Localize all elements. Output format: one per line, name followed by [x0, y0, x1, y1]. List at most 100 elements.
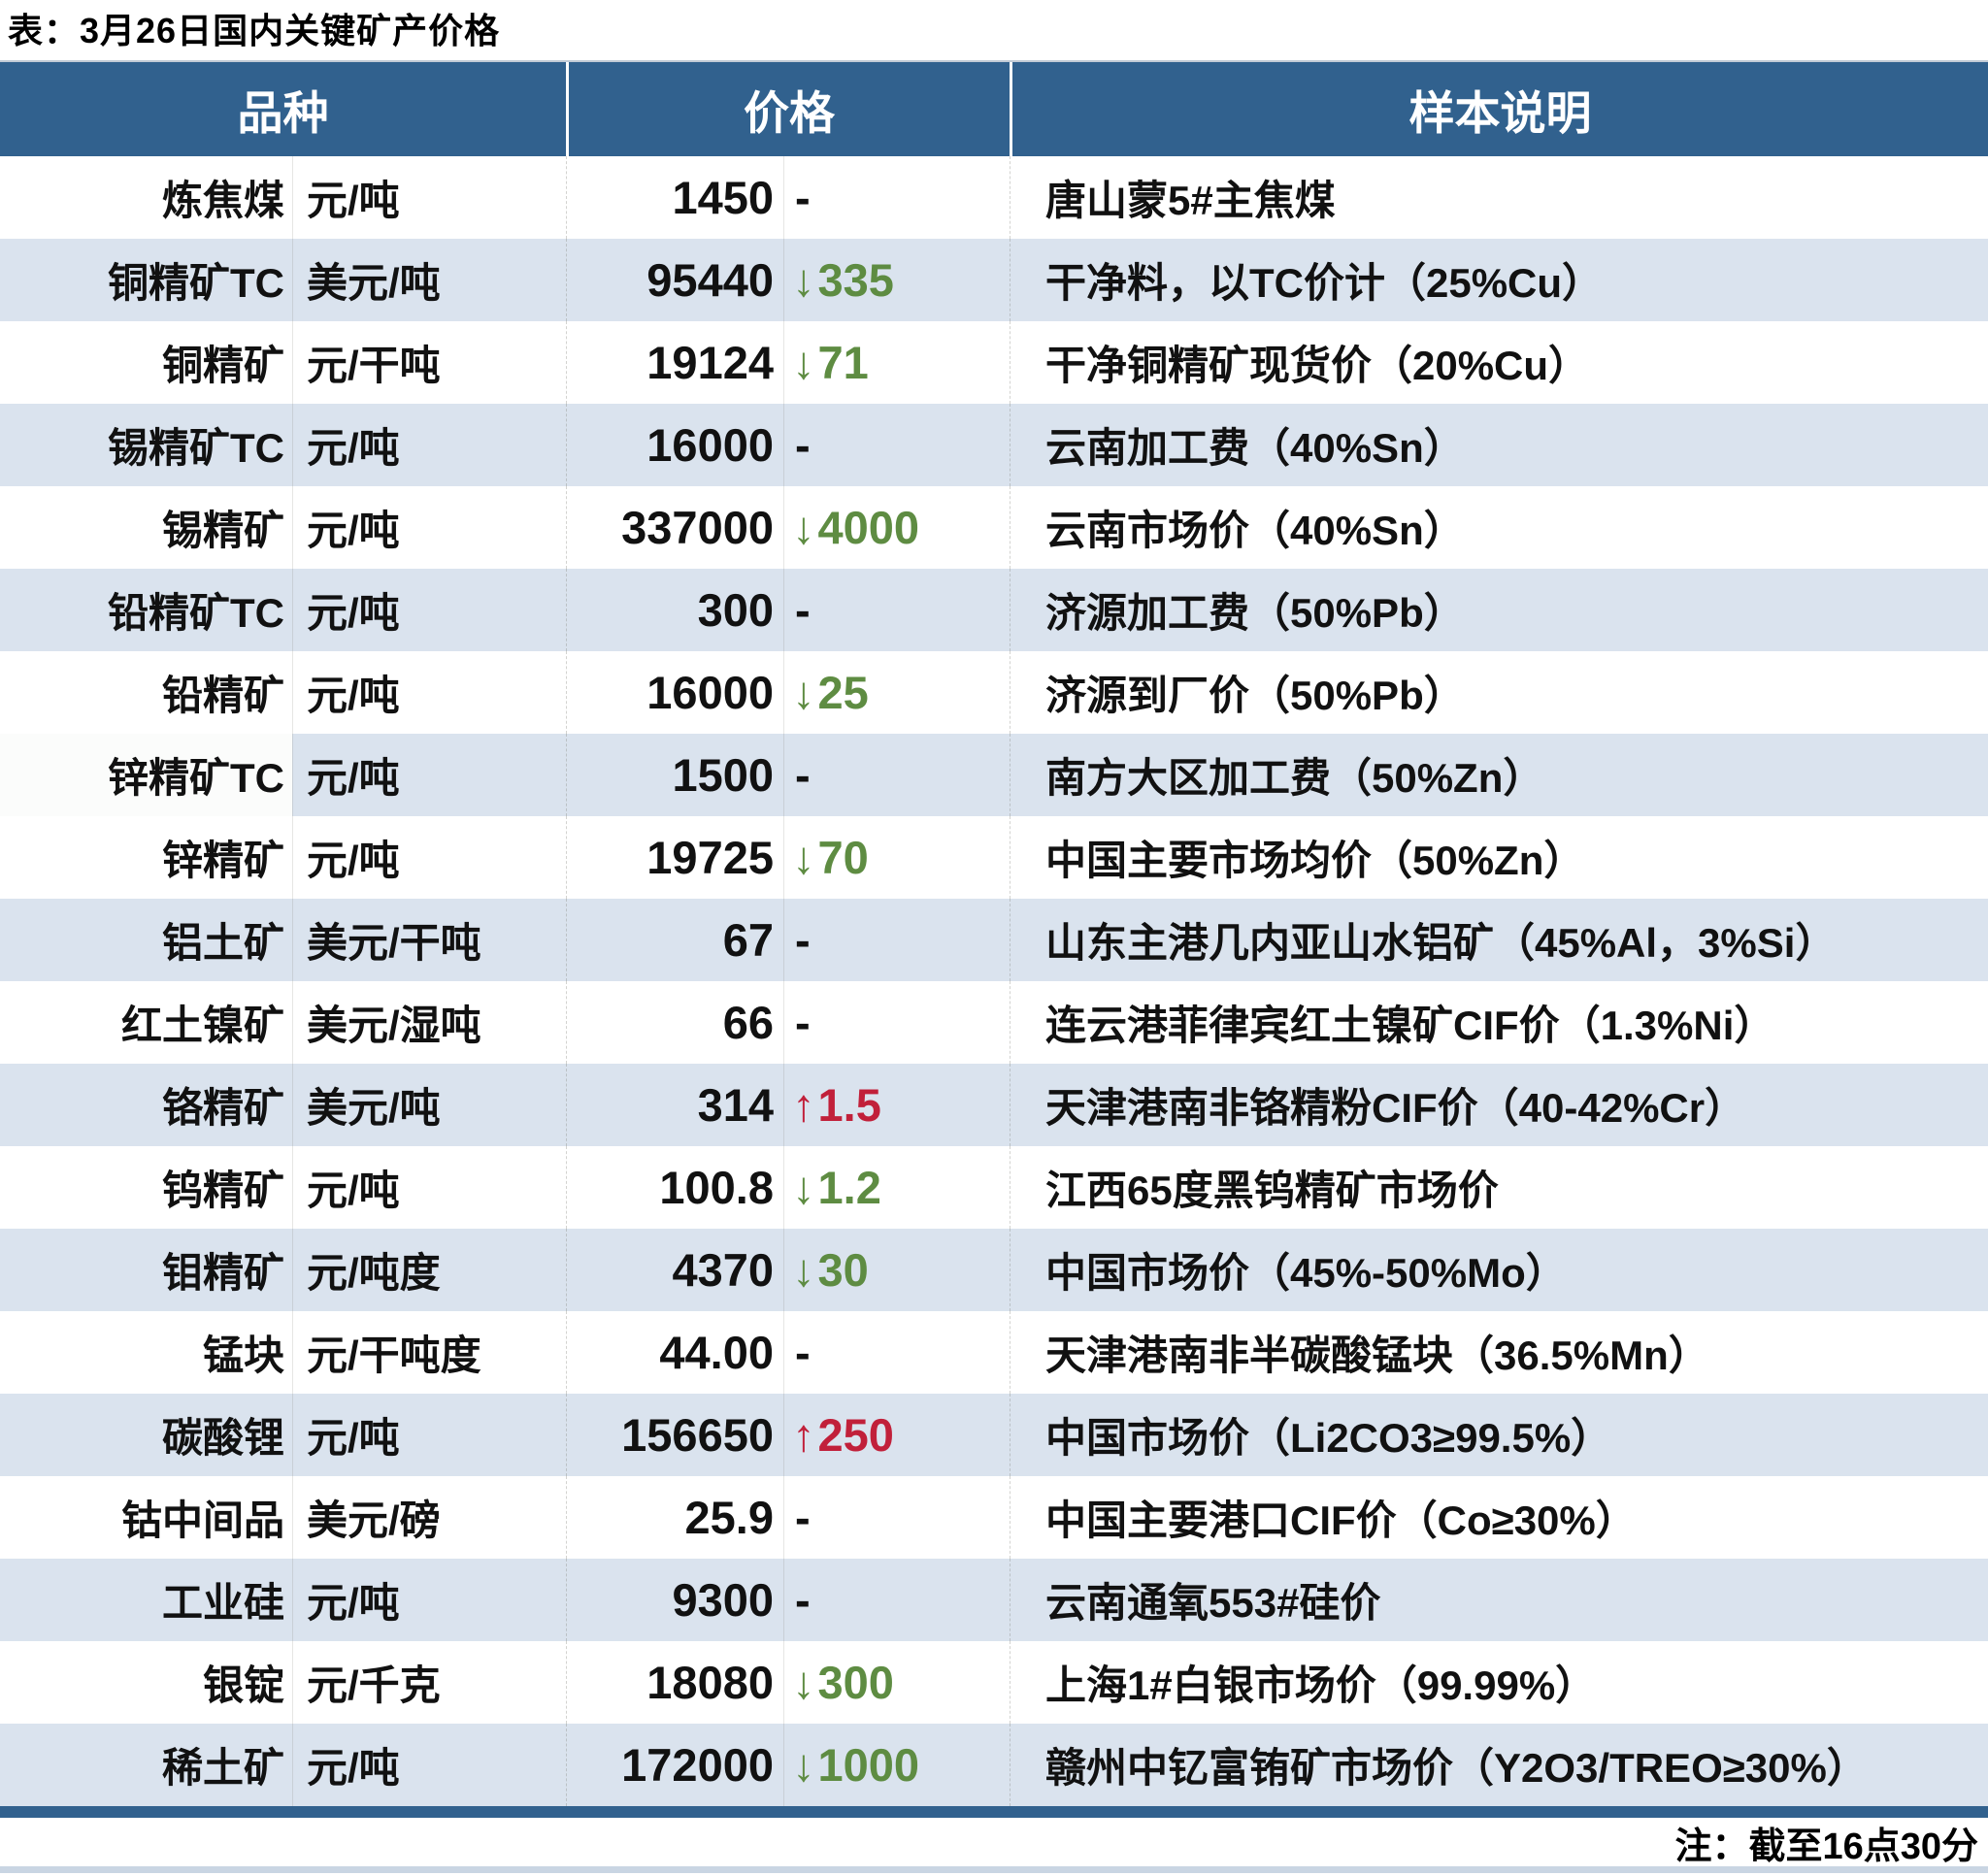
sample-description: 济源加工费（50%Pb） [1010, 569, 1988, 651]
table-row: 锌精矿 元/吨 19725 ↓ 70 中国主要市场均价（50%Zn） [0, 816, 1988, 899]
change-value: - [795, 1327, 811, 1378]
price-change: ↓ 4000 [783, 486, 1010, 569]
bottom-strip [0, 1866, 1988, 1873]
price-value: 314 [566, 1064, 783, 1146]
price-change: - [783, 734, 1010, 816]
change-arrow-icon: ↓ [792, 667, 815, 718]
table-row: 铝土矿 美元/干吨 67 - 山东主港几内亚山水铝矿（45%Al，3%Si） [0, 899, 1988, 981]
table-row: 稀土矿 元/吨 172000 ↓ 1000 赣州中钇富铕矿市场价（Y2O3/TRE… [0, 1724, 1988, 1806]
change-arrow-icon: ↓ [792, 832, 815, 883]
change-value: 1000 [817, 1739, 920, 1791]
table-row: 锡精矿 元/吨 337000 ↓ 4000 云南市场价（40%Sn） [0, 486, 1988, 569]
price-change: ↓ 71 [783, 321, 1010, 404]
variety-unit: 美元/磅 [292, 1476, 566, 1559]
header-price: 价格 [566, 62, 1010, 156]
price-change: ↑ 1.5 [783, 1064, 1010, 1146]
change-value: - [795, 1492, 811, 1543]
variety-name: 钴中间品 [120, 1498, 284, 1543]
table-body: 炼焦煤 元/吨 1450 - 唐山蒙5#主焦煤 铜精矿TC 美元/吨 95440… [0, 156, 1988, 1806]
variety-name: 钨精矿 [161, 1168, 284, 1213]
variety-unit: 元/吨 [292, 734, 566, 816]
price-change: ↑ 250 [783, 1394, 1010, 1476]
variety-name: 铝土矿 [161, 920, 284, 966]
variety-unit: 元/千克 [292, 1641, 566, 1724]
variety-unit: 元/吨度 [292, 1229, 566, 1311]
variety-unit: 美元/湿吨 [292, 981, 566, 1064]
variety-name: 红土镍矿 [120, 1003, 284, 1048]
sample-description: 上海1#白银市场价（99.99%） [1010, 1641, 1988, 1724]
sample-description: 天津港南非铬精粉CIF价（40-42%Cr） [1010, 1064, 1988, 1146]
variety-name: 锰块 [202, 1333, 284, 1378]
variety-name: 钼精矿 [161, 1250, 284, 1296]
change-value: 70 [817, 832, 869, 883]
sample-description: 中国主要港口CIF价（Co≥30%） [1010, 1476, 1988, 1559]
change-value: 300 [817, 1657, 894, 1708]
price-change: - [783, 156, 1010, 239]
sample-description: 云南加工费（40%Sn） [1010, 404, 1988, 486]
table-row: 银锭 元/千克 18080 ↓ 300 上海1#白银市场价（99.99%） [0, 1641, 1988, 1724]
sample-description: 中国市场价（45%-50%Mo） [1010, 1229, 1988, 1311]
variety-unit: 元/吨 [292, 816, 566, 899]
table-row: 锰块 元/干吨度 44.00 - 天津港南非半碳酸锰块（36.5%Mn） [0, 1311, 1988, 1394]
change-value: 1.5 [817, 1079, 881, 1131]
table-row: 钴中间品 美元/磅 25.9 - 中国主要港口CIF价（Co≥30%） [0, 1476, 1988, 1559]
change-value: - [795, 749, 811, 801]
variety-unit: 美元/吨 [292, 1064, 566, 1146]
variety-name: 铬精矿 [161, 1085, 284, 1131]
sample-description: 干净铜精矿现货价（20%Cu） [1010, 321, 1988, 404]
price-change: ↓ 70 [783, 816, 1010, 899]
sample-description: 赣州中钇富铕矿市场价（Y2O3/TREO≥30%） [1010, 1724, 1988, 1806]
sample-description: 干净料，以TC价计（25%Cu） [1010, 239, 1988, 321]
table-header-row: 品种 价格 样本说明 [0, 62, 1988, 156]
price-value: 67 [566, 899, 783, 981]
price-change: ↓ 1000 [783, 1724, 1010, 1806]
variety-unit: 美元/干吨 [292, 899, 566, 981]
table-row: 铜精矿 元/干吨 19124 ↓ 71 干净铜精矿现货价（20%Cu） [0, 321, 1988, 404]
mineral-price-table: 品种 价格 样本说明 炼焦煤 元/吨 1450 - 唐山蒙5#主焦煤 铜精矿TC… [0, 60, 1988, 1818]
table-row: 钨精矿 元/吨 100.8 ↓ 1.2 江西65度黑钨精矿市场价 [0, 1146, 1988, 1229]
price-change: - [783, 1559, 1010, 1641]
variety-unit: 美元/吨 [292, 239, 566, 321]
variety-unit: 元/吨 [292, 1724, 566, 1806]
table-bottom-border [0, 1806, 1988, 1818]
price-change: ↓ 30 [783, 1229, 1010, 1311]
price-value: 19725 [566, 816, 783, 899]
price-value: 25.9 [566, 1476, 783, 1559]
variety-name: 锡精矿 [161, 508, 284, 553]
change-arrow-icon: ↓ [792, 1739, 815, 1791]
variety-unit: 元/吨 [292, 404, 566, 486]
price-value: 1500 [566, 734, 783, 816]
variety-unit: 元/吨 [292, 569, 566, 651]
variety-name: 碳酸锂 [161, 1415, 284, 1461]
change-arrow-icon: ↑ [792, 1409, 815, 1461]
price-value: 19124 [566, 321, 783, 404]
change-arrow-icon: ↑ [792, 1079, 815, 1131]
variety-unit: 元/吨 [292, 651, 566, 734]
change-value: 25 [817, 667, 869, 718]
table-row: 钼精矿 元/吨度 4370 ↓ 30 中国市场价（45%-50%Mo） [0, 1229, 1988, 1311]
price-change: ↓ 25 [783, 651, 1010, 734]
price-value: 1450 [566, 156, 783, 239]
change-value: - [795, 997, 811, 1048]
price-change: - [783, 404, 1010, 486]
variety-unit: 元/吨 [292, 1394, 566, 1476]
variety-name: 铜精矿 [161, 343, 284, 388]
variety-unit: 元/吨 [292, 486, 566, 569]
change-arrow-icon: ↓ [792, 337, 815, 388]
table-row: 锌精矿TC 元/吨 1500 - 南方大区加工费（50%Zn） [0, 734, 1988, 816]
change-value: 250 [817, 1409, 894, 1461]
sample-description: 济源到厂价（50%Pb） [1010, 651, 1988, 734]
variety-unit: 元/吨 [292, 1146, 566, 1229]
table-row: 铅精矿 元/吨 16000 ↓ 25 济源到厂价（50%Pb） [0, 651, 1988, 734]
change-value: - [795, 914, 811, 966]
price-value: 44.00 [566, 1311, 783, 1394]
price-value: 95440 [566, 239, 783, 321]
variety-name: 铅精矿TC [108, 590, 284, 636]
price-change: ↓ 300 [783, 1641, 1010, 1724]
price-value: 4370 [566, 1229, 783, 1311]
header-variety: 品种 [237, 87, 329, 139]
sample-description: 中国市场价（Li2CO3≥99.5%） [1010, 1394, 1988, 1476]
sample-description: 云南市场价（40%Sn） [1010, 486, 1988, 569]
sample-description: 江西65度黑钨精矿市场价 [1010, 1146, 1988, 1229]
